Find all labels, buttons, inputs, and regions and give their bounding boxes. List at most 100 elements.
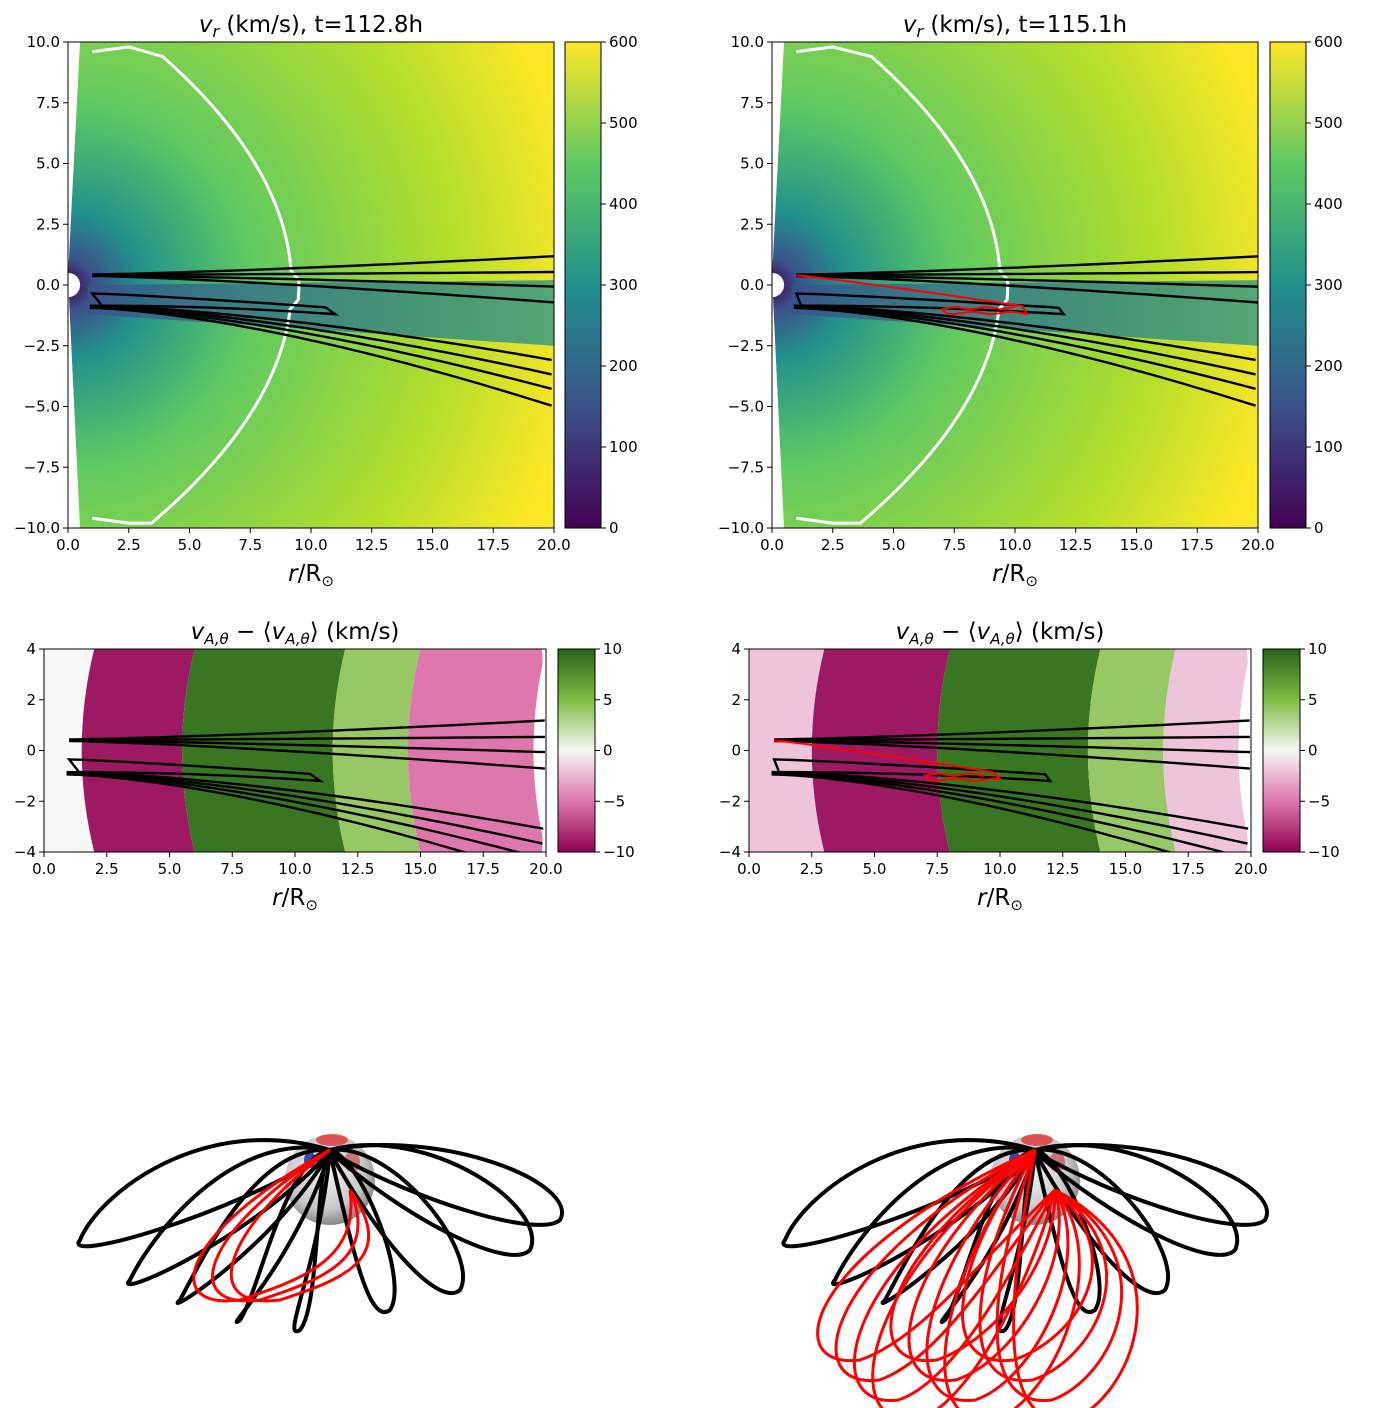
x-tick-label: 15.0 [404, 860, 437, 878]
x-tick-label: 17.5 [467, 860, 500, 878]
x-axis-label-rest: /R [1002, 561, 1026, 587]
y-tick-label: −2.5 [728, 337, 764, 355]
x-tick-label: 0.0 [737, 860, 761, 878]
y-tick-label: −2 [14, 792, 36, 810]
chart-title-part: ⟩ [310, 619, 319, 645]
x-axis-label-r: r [992, 561, 1003, 587]
chart-title-rest: (km/s), t=112.8h [219, 12, 423, 38]
x-axis-label-rest: /R [282, 885, 306, 911]
x-tick-label: 20.0 [1234, 860, 1267, 878]
x-tick-label: 10.0 [278, 860, 311, 878]
field-line-3d [1034, 1143, 1269, 1227]
x-tick-label: 5.0 [178, 536, 202, 554]
colorbar-tick-label: −5 [603, 792, 625, 810]
y-tick-label: 0.0 [740, 276, 764, 294]
x-axis-label: r/R⊙ [977, 885, 1023, 914]
field-line [796, 255, 1258, 276]
colorbar-tick-label: 100 [609, 438, 638, 456]
chart-title-part: v [896, 619, 910, 645]
x-tick-label: 12.5 [355, 536, 388, 554]
field-line [771, 773, 1249, 852]
field-line [771, 770, 1249, 830]
field-line-3d [76, 1138, 332, 1249]
colorbar-tick-label: 0 [1314, 519, 1324, 537]
sun-disk [68, 272, 81, 298]
y-tick-label: −4 [14, 843, 36, 861]
chart-title-part: v [977, 619, 991, 645]
x-tick-label: 20.0 [1241, 536, 1274, 554]
chart-title-part: A,θ [908, 630, 934, 648]
colorbar-tick-label: 200 [609, 357, 638, 375]
field-line [774, 719, 1250, 741]
x-tick-label: 12.5 [1046, 860, 1079, 878]
render-render-115 [781, 1134, 1269, 1408]
chart-title-part: A,θ [203, 630, 229, 648]
va-field [749, 649, 1250, 852]
y-tick-label: 0 [26, 742, 36, 760]
active-region-red [316, 1134, 348, 1146]
field-line [793, 306, 1256, 407]
va-band [332, 649, 421, 852]
field-line [796, 274, 1258, 288]
vr-field [68, 42, 554, 528]
colorbar-tick-label: 0 [603, 742, 613, 760]
red-field-line-3d [229, 1148, 371, 1303]
y-tick-label: 2.5 [740, 215, 764, 233]
colorbar-tick-label: 100 [1314, 438, 1343, 456]
red-field-line-3d [995, 1149, 1124, 1402]
x-tick-label: 5.0 [863, 860, 887, 878]
x-tick-label: 15.0 [1109, 860, 1142, 878]
colorbar-tick-label: 400 [1314, 195, 1343, 213]
colorbar-tick-label: 300 [1314, 276, 1343, 294]
field-line [69, 739, 545, 754]
field-line [793, 305, 1256, 376]
red-field-line-3d [943, 1149, 1081, 1408]
x-axis-label: r/R⊙ [272, 885, 318, 914]
field-line [89, 305, 552, 390]
red-field-line [774, 739, 1003, 782]
colorbar-tick-label: 200 [1314, 357, 1343, 375]
y-tick-label: −10.0 [14, 519, 60, 537]
red-field-line-3d [852, 1148, 1057, 1402]
red-field-line-3d [978, 1149, 1109, 1382]
colorbar-tick-label: −10 [603, 843, 635, 861]
field-line [771, 771, 1249, 845]
chart-title: vr (km/s), t=115.1h [903, 12, 1127, 41]
x-axis-label-rest: /R [987, 885, 1011, 911]
field-line [796, 270, 1258, 277]
chart-title-part: v [191, 619, 205, 645]
y-tick-label: −7.5 [728, 458, 764, 476]
field-line-3d [880, 1147, 1037, 1305]
red-field-line-3d [871, 1148, 1057, 1408]
y-tick-label: 4 [731, 640, 741, 658]
x-axis-label-r: r [288, 561, 299, 587]
field-line-3d [1033, 1143, 1240, 1257]
x-tick-label: 2.5 [821, 536, 845, 554]
y-tick-label: −4 [719, 843, 741, 861]
va-band [749, 649, 825, 852]
chart-title-v: v [199, 12, 213, 38]
x-tick-label: 15.0 [416, 536, 449, 554]
red-field-line-3d [961, 1149, 1094, 1363]
red-field-line-3d [907, 1148, 1061, 1382]
chart-title-part: v [272, 619, 286, 645]
y-tick-label: 10.0 [27, 33, 60, 51]
x-tick-label: 20.0 [537, 536, 570, 554]
red-field-line-3d [816, 1148, 1057, 1363]
y-tick-label: 2 [731, 691, 741, 709]
field-line [66, 773, 544, 852]
x-tick-label: 12.5 [1059, 536, 1092, 554]
y-tick-label: 0.0 [36, 276, 60, 294]
colorbar-tick-label: −10 [1308, 843, 1340, 861]
field-line [771, 772, 1249, 852]
y-tick-label: 10.0 [731, 33, 764, 51]
x-tick-label: 10.0 [294, 536, 327, 554]
y-tick-label: 7.5 [36, 94, 60, 112]
closed-field-loop [772, 758, 1053, 783]
field-line [89, 305, 552, 376]
closed-field-loop [89, 292, 340, 316]
chart-title-part: A,θ [989, 630, 1015, 648]
colorbar-tick-label: 0 [609, 519, 619, 537]
x-tick-label: 0.0 [32, 860, 56, 878]
field-line [66, 772, 544, 852]
